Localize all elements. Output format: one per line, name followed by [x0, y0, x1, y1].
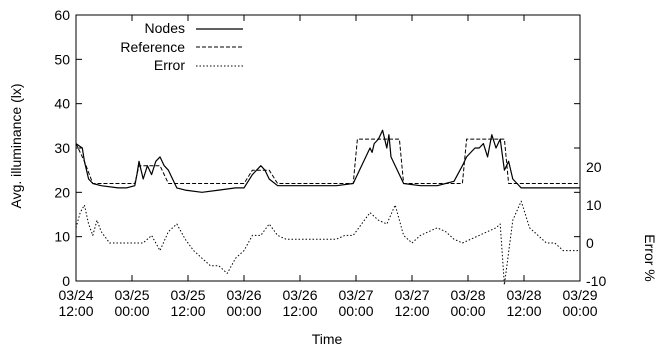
x-tick-label-time: 00:00 [338, 303, 373, 319]
y-tick-label: 60 [54, 7, 70, 23]
series-line-error [75, 200, 580, 286]
x-tick-label-date: 03/25 [114, 287, 149, 303]
y2-axis-label: Error % [642, 234, 656, 281]
legend-label-reference: Reference [120, 39, 185, 55]
y2-tick-label: 0 [586, 235, 594, 251]
x-tick-label-date: 03/29 [562, 287, 597, 303]
x-tick-label-time: 12:00 [170, 303, 205, 319]
x-tick-label-time: 00:00 [450, 303, 485, 319]
y-axis-label: Avg. illuminance (lx) [8, 83, 24, 208]
y-tick-label: 10 [54, 229, 70, 245]
y-tick-label: 30 [54, 140, 70, 156]
legend: Nodes Reference Error [120, 20, 243, 73]
x-tick-label-time: 00:00 [226, 303, 261, 319]
x-tick-label-time: 12:00 [394, 303, 429, 319]
y-tick-label: 40 [54, 96, 70, 112]
x-tick-label-date: 03/28 [450, 287, 485, 303]
x-tick-label-date: 03/28 [506, 287, 541, 303]
series-line-nodes [75, 129, 580, 193]
y-tick-label: 20 [54, 184, 70, 200]
x-tick-label-time: 00:00 [562, 303, 597, 319]
x-tick-label-date: 03/26 [226, 287, 261, 303]
y-tick-label: 50 [54, 51, 70, 67]
x-tick-label-date: 03/27 [338, 287, 373, 303]
y2-tick-label: 10 [586, 197, 602, 213]
legend-label-nodes: Nodes [145, 20, 185, 36]
x-tick-label-date: 03/25 [170, 287, 205, 303]
x-tick-label-time: 12:00 [58, 303, 93, 319]
x-tick-label-time: 12:00 [282, 303, 317, 319]
x-tick-label-date: 03/24 [58, 287, 93, 303]
x-tick-label-date: 03/26 [282, 287, 317, 303]
x-tick-label-time: 00:00 [114, 303, 149, 319]
x-axis-label: Time [312, 331, 343, 347]
y2-tick-label: -10 [586, 273, 606, 289]
x-tick-label-date: 03/27 [394, 287, 429, 303]
series-line-reference [75, 138, 580, 184]
legend-label-error: Error [154, 57, 185, 73]
y2-tick-label: 20 [586, 159, 602, 175]
x-tick-label-time: 12:00 [506, 303, 541, 319]
y-tick-label: 0 [62, 273, 70, 289]
